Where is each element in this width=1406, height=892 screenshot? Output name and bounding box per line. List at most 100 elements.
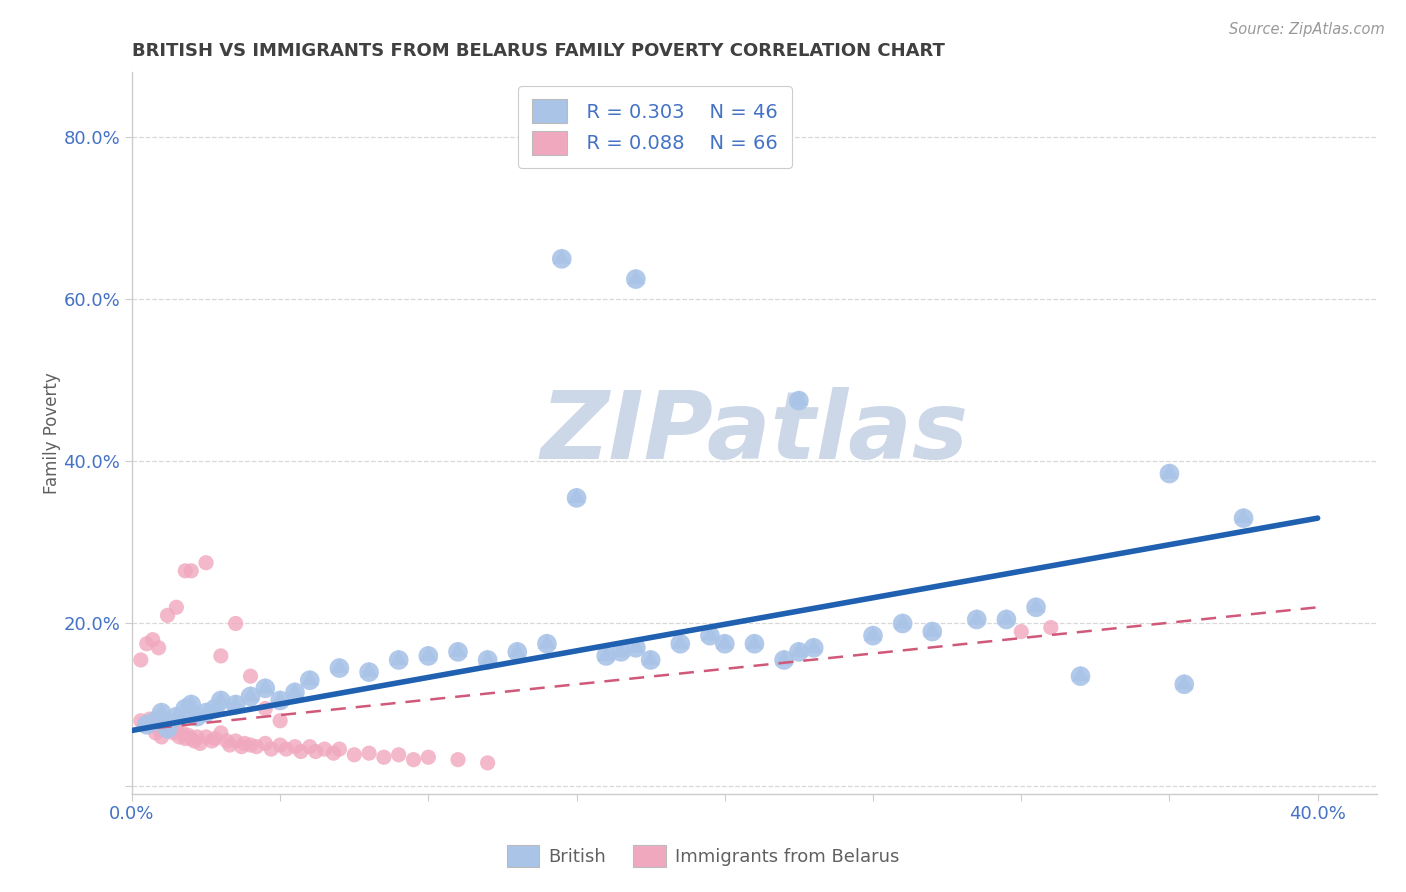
Point <box>180 564 202 578</box>
Point <box>135 718 157 732</box>
Point <box>1025 600 1047 615</box>
Point <box>862 629 884 643</box>
Point <box>225 698 247 712</box>
Point <box>209 648 232 663</box>
Point <box>373 750 395 764</box>
Point <box>148 722 170 736</box>
Point <box>239 738 262 752</box>
Point <box>1159 467 1181 481</box>
Point <box>343 747 366 762</box>
Point <box>388 747 411 762</box>
Point <box>183 734 205 748</box>
Point <box>156 608 179 623</box>
Point <box>995 612 1018 626</box>
Point <box>195 730 218 744</box>
Point <box>156 722 179 736</box>
Point <box>269 714 291 728</box>
Point <box>225 698 247 712</box>
Point <box>862 629 884 643</box>
Point <box>231 739 253 754</box>
Point <box>245 739 267 754</box>
Point <box>269 693 291 707</box>
Point <box>142 715 165 730</box>
Point <box>305 745 328 759</box>
Point <box>328 661 350 675</box>
Point <box>153 718 176 732</box>
Point <box>138 712 160 726</box>
Point <box>744 637 766 651</box>
Point <box>148 640 170 655</box>
Point <box>215 734 238 748</box>
Point <box>624 640 647 655</box>
Point <box>177 728 200 742</box>
Point <box>290 745 312 759</box>
Point <box>744 637 766 651</box>
Point <box>165 600 187 615</box>
Point <box>174 701 197 715</box>
Point <box>447 645 470 659</box>
Point <box>357 665 380 679</box>
Point <box>713 637 735 651</box>
Text: Source: ZipAtlas.com: Source: ZipAtlas.com <box>1229 22 1385 37</box>
Point <box>595 648 617 663</box>
Point <box>1069 669 1091 683</box>
Point <box>506 645 529 659</box>
Point <box>180 731 202 746</box>
Point <box>640 653 662 667</box>
Point <box>1173 677 1195 691</box>
Point <box>135 637 157 651</box>
Point <box>328 742 350 756</box>
Point <box>162 726 184 740</box>
Point <box>1232 511 1254 525</box>
Point <box>150 706 173 720</box>
Point <box>165 709 187 723</box>
Point <box>1025 600 1047 615</box>
Point <box>966 612 988 626</box>
Point <box>284 739 307 754</box>
Point <box>713 637 735 651</box>
Point <box>565 491 588 505</box>
Point <box>156 723 179 738</box>
Point <box>145 714 167 728</box>
Point <box>284 685 307 699</box>
Point <box>204 731 226 746</box>
Point <box>921 624 943 639</box>
Point <box>284 685 307 699</box>
Point <box>142 632 165 647</box>
Point <box>239 669 262 683</box>
Point <box>1173 677 1195 691</box>
Point <box>174 701 197 715</box>
Point <box>477 756 499 770</box>
Point <box>209 693 232 707</box>
Point <box>357 746 380 760</box>
Point <box>145 714 167 728</box>
Point <box>159 720 181 734</box>
Point <box>418 648 440 663</box>
Text: ZIPatlas: ZIPatlas <box>540 387 969 479</box>
Point <box>188 736 211 750</box>
Point <box>595 648 617 663</box>
Point <box>1232 511 1254 525</box>
Point <box>477 653 499 667</box>
Point <box>624 640 647 655</box>
Point <box>150 730 173 744</box>
Point <box>1069 669 1091 683</box>
Point <box>298 673 321 688</box>
Point <box>402 753 425 767</box>
Point <box>787 645 810 659</box>
Point <box>180 698 202 712</box>
Point <box>186 730 208 744</box>
Point <box>209 726 232 740</box>
Point <box>239 690 262 704</box>
Text: BRITISH VS IMMIGRANTS FROM BELARUS FAMILY POVERTY CORRELATION CHART: BRITISH VS IMMIGRANTS FROM BELARUS FAMIL… <box>132 42 945 60</box>
Point <box>180 698 202 712</box>
Point <box>803 640 825 655</box>
Point <box>624 272 647 286</box>
Point <box>186 709 208 723</box>
Point <box>269 738 291 752</box>
Point <box>225 734 247 748</box>
Point <box>418 750 440 764</box>
Point <box>322 746 344 760</box>
Point <box>891 616 914 631</box>
Point <box>388 653 411 667</box>
